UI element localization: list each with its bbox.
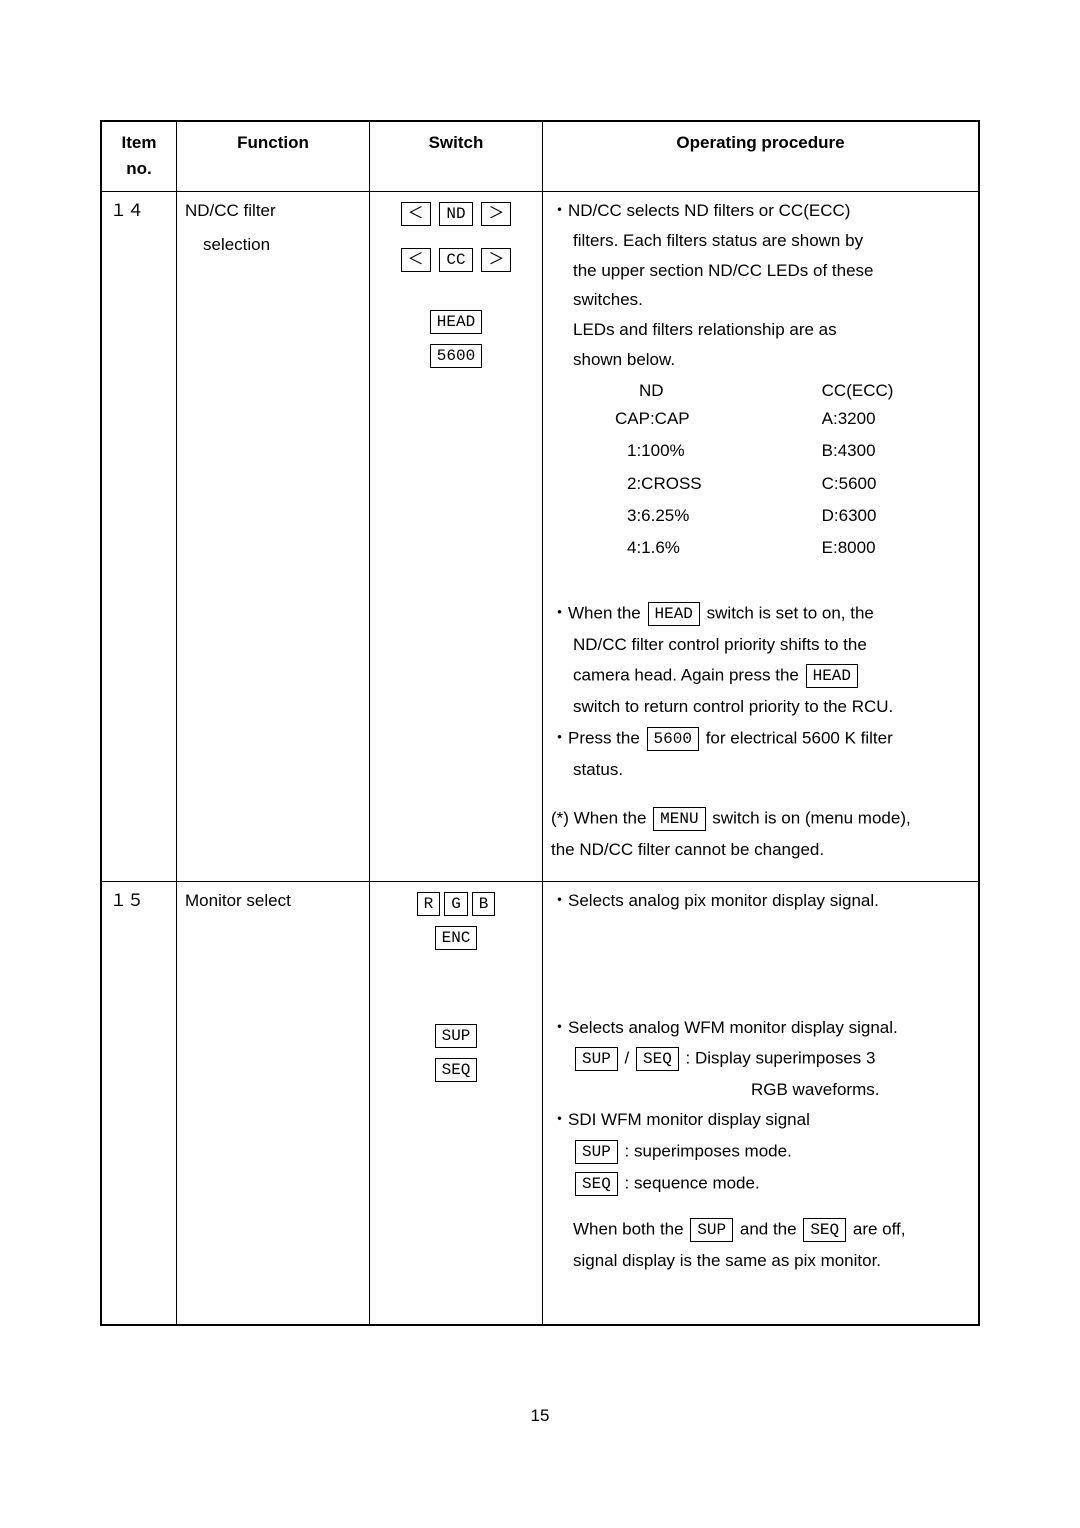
- op15-b1: ・Selects analog WFM monitor display sign…: [551, 1015, 970, 1041]
- switch-cc: CC: [439, 248, 472, 272]
- op14-m1a: (*) When the: [551, 808, 651, 827]
- switch-sup: SUP: [435, 1024, 478, 1048]
- op-14: ・ND/CC selects ND filters or CC(ECC) fil…: [543, 191, 980, 882]
- op15-b2c: RGB waveforms.: [751, 1077, 970, 1103]
- switch-gt-2: ＞: [481, 248, 511, 272]
- inline-head-1: HEAD: [648, 602, 700, 626]
- row-14: １４ ND/CC filter selection ＜ ND ＞ ＜ CC ＞: [101, 191, 979, 882]
- switch-r: R: [417, 892, 441, 916]
- cc-head: CC(ECC): [822, 378, 894, 404]
- op14-w4: switch to return control priority to the…: [551, 694, 970, 720]
- th-function: Function: [177, 121, 370, 191]
- switch-nd: ND: [439, 202, 472, 226]
- th-switch: Switch: [370, 121, 543, 191]
- row-15: １５ Monitor select RGB ENC SUP SEQ: [101, 882, 979, 1325]
- th-op: Operating procedure: [543, 121, 980, 191]
- item-no-15: １５: [101, 882, 177, 1325]
- op14-w1b: switch is set to on, the: [707, 603, 874, 622]
- op14-l5: shown below.: [551, 347, 970, 373]
- op14-l3b: switches.: [573, 290, 643, 309]
- op14-m1b: switch is on (menu mode),: [712, 808, 910, 827]
- inline-sup-2: SUP: [575, 1140, 618, 1164]
- op15-d1c: are off,: [853, 1219, 906, 1238]
- th-itemno: Item no.: [101, 121, 177, 191]
- op15-c3: : sequence mode.: [625, 1173, 760, 1192]
- op14-w1a: ・When the: [551, 603, 646, 622]
- switch-5600: 5600: [430, 344, 482, 368]
- func-14-l1: ND/CC filter: [185, 201, 276, 220]
- op15-c2: : superimposes mode.: [625, 1141, 792, 1160]
- op14-l4: LEDs and filters relationship are as: [551, 317, 970, 343]
- op15-b2b: : Display superimposes 3: [686, 1048, 876, 1067]
- inline-menu: MENU: [653, 807, 705, 831]
- cc-1: B:4300: [822, 438, 894, 464]
- inline-seq-3: SEQ: [803, 1218, 846, 1242]
- nd-head: ND: [639, 378, 702, 404]
- op14-p1a: ・Press the: [551, 728, 645, 747]
- switch-15: RGB ENC SUP SEQ: [370, 882, 543, 1325]
- cc-2: C:5600: [822, 471, 894, 497]
- switch-g: G: [444, 892, 468, 916]
- op14-l1: ・ND/CC selects ND filters or CC(ECC): [551, 198, 970, 224]
- op14-p2: status.: [551, 757, 970, 783]
- op14-l3a: the upper section ND/CC LEDs of these: [573, 261, 873, 280]
- switch-lt-2: ＜: [401, 248, 431, 272]
- inline-5600: 5600: [647, 727, 699, 751]
- spec-table: Item no. Function Switch Operating proce…: [100, 120, 980, 1326]
- switch-gt-1: ＞: [481, 202, 511, 226]
- op14-w2: ND/CC filter control priority shifts to …: [551, 632, 970, 658]
- switch-14: ＜ ND ＞ ＜ CC ＞ HEAD 5600: [370, 191, 543, 882]
- op15-d1a: When both the: [573, 1219, 688, 1238]
- op15-b2a: /: [625, 1048, 634, 1067]
- func-14-l2: selection: [203, 232, 270, 258]
- nd-0: CAP:CAP: [615, 406, 702, 432]
- nd-1: 1:100%: [627, 438, 702, 464]
- switch-head: HEAD: [430, 310, 482, 334]
- header-row: Item no. Function Switch Operating proce…: [101, 121, 979, 191]
- op15-a1: ・Selects analog pix monitor display sign…: [551, 888, 970, 914]
- op14-m2: the ND/CC filter cannot be changed.: [551, 837, 970, 863]
- inline-head-2: HEAD: [806, 664, 858, 688]
- inline-seq-2: SEQ: [575, 1172, 618, 1196]
- cc-3: D:6300: [822, 503, 894, 529]
- op14-l2: filters. Each filters status are shown b…: [551, 228, 970, 254]
- item-no-14: １４: [101, 191, 177, 882]
- page-number: 15: [100, 1406, 980, 1426]
- inline-seq-1: SEQ: [636, 1047, 679, 1071]
- inline-sup-1: SUP: [575, 1047, 618, 1071]
- switch-enc: ENC: [435, 926, 478, 950]
- nd-cc-table: ND CAP:CAP 1:100% 2:CROSS 3:6.25% 4:1.6%…: [615, 378, 970, 568]
- op15-c1: ・SDI WFM monitor display signal: [551, 1107, 970, 1133]
- nd-4: 4:1.6%: [627, 535, 702, 561]
- nd-2: 2:CROSS: [627, 471, 702, 497]
- func-14: ND/CC filter selection: [177, 191, 370, 882]
- cc-4: E:8000: [822, 535, 894, 561]
- switch-b: B: [472, 892, 496, 916]
- op14-p1b: for electrical 5600 K filter: [706, 728, 893, 747]
- func-15: Monitor select: [177, 882, 370, 1325]
- inline-sup-3: SUP: [690, 1218, 733, 1242]
- op-15: ・Selects analog pix monitor display sign…: [543, 882, 980, 1325]
- op15-d1b: and the: [740, 1219, 801, 1238]
- switch-lt-1: ＜: [401, 202, 431, 226]
- op14-w3a: camera head. Again press the: [573, 666, 804, 685]
- nd-3: 3:6.25%: [627, 503, 702, 529]
- cc-0: A:3200: [822, 406, 894, 432]
- switch-seq: SEQ: [435, 1058, 478, 1082]
- op15-d2: signal display is the same as pix monito…: [551, 1248, 970, 1274]
